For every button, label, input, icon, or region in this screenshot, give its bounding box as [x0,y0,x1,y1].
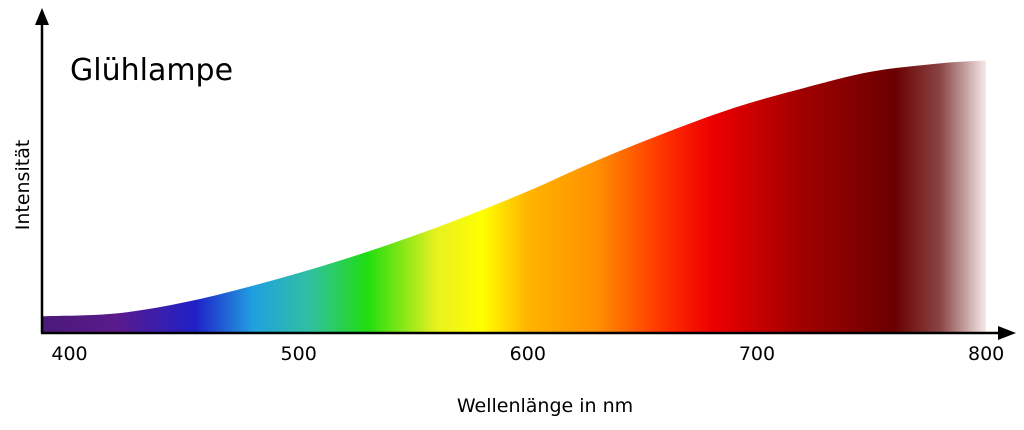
x-tick-label-600: 600 [510,343,546,365]
y-axis-arrow-icon [35,8,49,25]
chart-title: Glühlampe [70,53,233,88]
y-axis-label: Intensität [12,140,34,231]
x-tick-label-500: 500 [281,343,317,365]
x-tick-label-700: 700 [739,343,775,365]
axes [35,8,1016,340]
x-tick-label-800: 800 [968,343,1004,365]
intensity-area [42,60,987,334]
x-axis-arrow-icon [998,326,1016,340]
x-tick-label-400: 400 [51,343,87,365]
x-tick-labels: 400 500 600 700 800 [51,343,1004,365]
x-axis-label: Wellenlänge in nm [457,395,633,417]
